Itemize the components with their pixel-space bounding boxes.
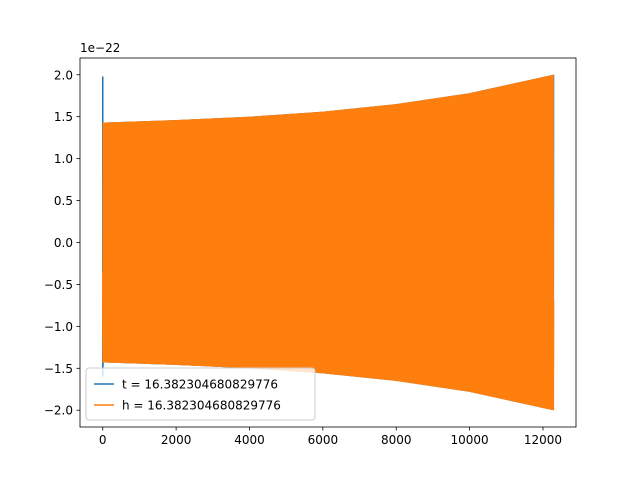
x-tick-label: 12000 xyxy=(524,433,562,447)
y-tick-label: 0.5 xyxy=(54,194,73,208)
x-tick-label: 6000 xyxy=(308,433,339,447)
x-tick-label: 10000 xyxy=(451,433,489,447)
y-tick-label: 2.0 xyxy=(54,68,73,82)
legend-label-1: t = 16.382304680829776 xyxy=(122,378,278,392)
x-tick-label: 2000 xyxy=(161,433,192,447)
y-tick-label: 0.0 xyxy=(54,236,73,250)
y-tick-label: 1.0 xyxy=(54,152,73,166)
y-tick-label: 1.5 xyxy=(54,110,73,124)
plot-area xyxy=(102,74,555,411)
x-tick-label: 0 xyxy=(99,433,107,447)
legend: t = 16.382304680829776 h = 16.38230468082… xyxy=(85,367,316,421)
legend-label-2: h = 16.382304680829776 xyxy=(122,399,281,413)
legend-box xyxy=(85,367,316,421)
series-line-2 xyxy=(102,74,555,411)
x-tick-label: 4000 xyxy=(234,433,265,447)
x-tick-label: 8000 xyxy=(381,433,412,447)
y-tick-label: −0.5 xyxy=(44,278,73,292)
y-tick-label: −2.0 xyxy=(44,404,73,418)
y-offset-label: 1e−22 xyxy=(80,41,120,55)
ticks: 0 2000 4000 6000 8000 10000 12000 2.0 1.5 1.0 0.5 0… xyxy=(44,68,562,447)
y-tick-label: −1.5 xyxy=(44,362,73,376)
y-tick-label: −1.0 xyxy=(44,320,73,334)
